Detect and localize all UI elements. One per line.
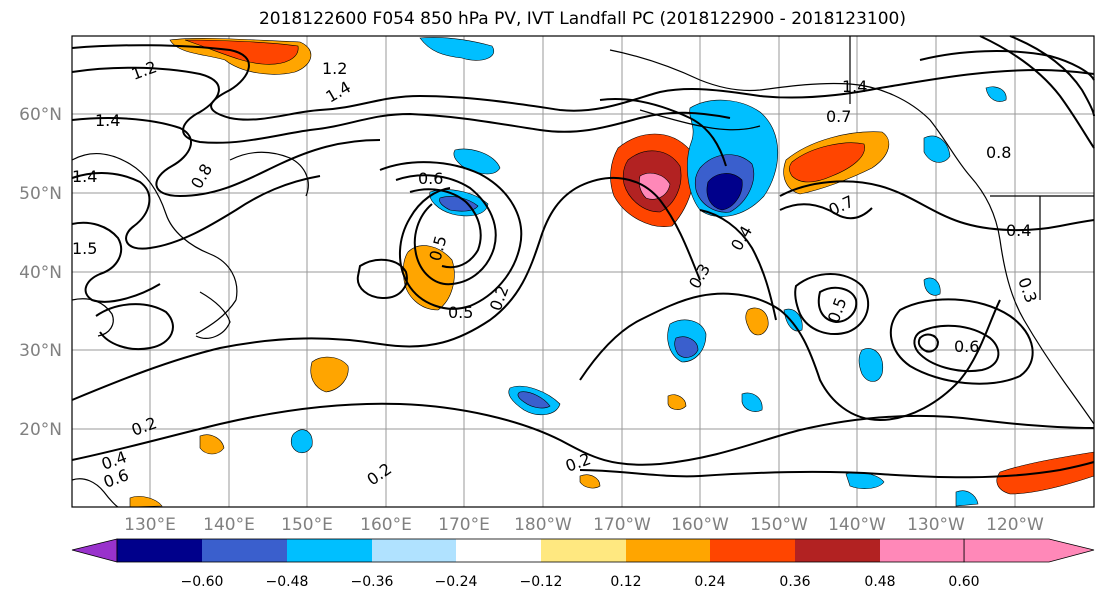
colorbar-tick: 0.48 xyxy=(864,574,895,590)
longitude-labels: 130°E 140°E 150°E 160°E 170°E 180°W 170°… xyxy=(124,515,1044,535)
colorbar-tick: 0.36 xyxy=(779,574,810,590)
contour-label: 0.4 xyxy=(1006,221,1031,240)
lon-label: 180°W xyxy=(514,515,572,535)
colorbar-segment xyxy=(795,539,880,562)
colorbar-tick: −0.60 xyxy=(181,574,224,590)
contour-label: 0.6 xyxy=(954,337,979,356)
lat-label: 30°N xyxy=(19,341,62,361)
contour-label: 1.4 xyxy=(842,77,867,96)
map-title: 2018122600 F054 850 hPa PV, IVT Landfall… xyxy=(258,9,906,29)
shade-pink-gulf xyxy=(638,172,671,200)
shade-orange-30n xyxy=(310,356,349,393)
shade-blue-25n xyxy=(858,348,884,382)
colorbar-min-arrow xyxy=(71,538,118,563)
shade-orange-bottom-left xyxy=(129,496,163,508)
lon-label: 130°W xyxy=(907,515,965,535)
shade-midblue-30n-a xyxy=(674,336,699,358)
contour-label: 1.5 xyxy=(72,239,97,258)
lon-label: 130°E xyxy=(124,515,176,535)
shade-blue-canada xyxy=(923,135,951,163)
shade-blue-east xyxy=(923,277,941,296)
contour-label: 0.7 xyxy=(826,107,851,126)
colorbar-tick: −0.12 xyxy=(520,574,563,590)
colorbar-tick: −0.24 xyxy=(435,574,478,590)
lon-label: 160°W xyxy=(671,515,729,535)
lat-label: 20°N xyxy=(19,420,62,440)
lat-label: 60°N xyxy=(19,105,62,125)
colorbar-tick: 0.60 xyxy=(948,574,979,590)
colorbar-segment xyxy=(202,539,287,562)
shade-orange-sw xyxy=(199,434,225,455)
lat-label: 50°N xyxy=(19,184,62,204)
lon-label: 170°W xyxy=(593,515,651,535)
pv-contours xyxy=(71,35,1095,479)
map-frame xyxy=(71,35,1095,508)
colorbar-tick: −0.48 xyxy=(266,574,309,590)
colorbar-segment xyxy=(117,539,202,562)
colorbar-segment xyxy=(287,539,372,562)
lon-label: 150°W xyxy=(750,515,808,535)
lon-label: 140°W xyxy=(828,515,886,535)
colorbar xyxy=(71,538,1095,563)
shade-orange-140w xyxy=(745,307,769,336)
shade-blue-ne xyxy=(985,86,1007,102)
shade-orange-hawaii xyxy=(667,394,687,410)
shade-midblue-22n xyxy=(517,391,551,409)
colorbar-segment xyxy=(372,539,456,562)
lon-label: 150°E xyxy=(281,515,333,535)
shade-navy-gulf xyxy=(706,173,743,211)
latitude-labels: 60°N 50°N 40°N 30°N 20°N xyxy=(19,105,62,440)
lon-label: 160°E xyxy=(360,515,412,535)
contour-label: 1.4 xyxy=(95,111,120,130)
shade-red-sea-okhotsk xyxy=(184,39,299,65)
lon-label: 120°W xyxy=(986,515,1044,535)
shade-red-alaska xyxy=(789,142,865,183)
colorbar-segment xyxy=(880,539,964,562)
colorbar-max-arrow xyxy=(963,538,1095,563)
shade-blue-east2 xyxy=(783,308,803,332)
shade-blue-hawaii xyxy=(741,392,763,412)
colorbar-outline xyxy=(116,538,965,563)
colorbar-tick: 0.12 xyxy=(610,574,641,590)
pv-shading xyxy=(129,37,1095,508)
shade-blue-sw xyxy=(290,429,313,454)
contour-label: 0.5 xyxy=(448,303,473,322)
lat-label: 40°N xyxy=(19,263,62,283)
colorbar-segment xyxy=(541,539,626,562)
shade-blue-north xyxy=(419,37,495,61)
coastlines xyxy=(71,36,1095,508)
colorbar-tick: −0.36 xyxy=(351,574,394,590)
contour-label: 0.6 xyxy=(418,169,443,188)
colorbar-segment xyxy=(456,539,541,562)
colorbar-tick: 0.24 xyxy=(694,574,725,590)
contour-label: 0.8 xyxy=(986,143,1011,162)
colorbar-ticks: −0.60 −0.48 −0.36 −0.24 −0.12 0.12 0.24 … xyxy=(181,574,980,590)
colorbar-segment xyxy=(710,539,795,562)
shade-blue-bottom2 xyxy=(955,490,979,507)
contour-label: 1.2 xyxy=(322,59,347,78)
contour-label: 1.4 xyxy=(72,167,97,186)
lon-label: 140°E xyxy=(203,515,255,535)
colorbar-segment xyxy=(626,539,710,562)
lon-label: 170°E xyxy=(438,515,490,535)
shade-orange-bottom xyxy=(579,474,601,489)
